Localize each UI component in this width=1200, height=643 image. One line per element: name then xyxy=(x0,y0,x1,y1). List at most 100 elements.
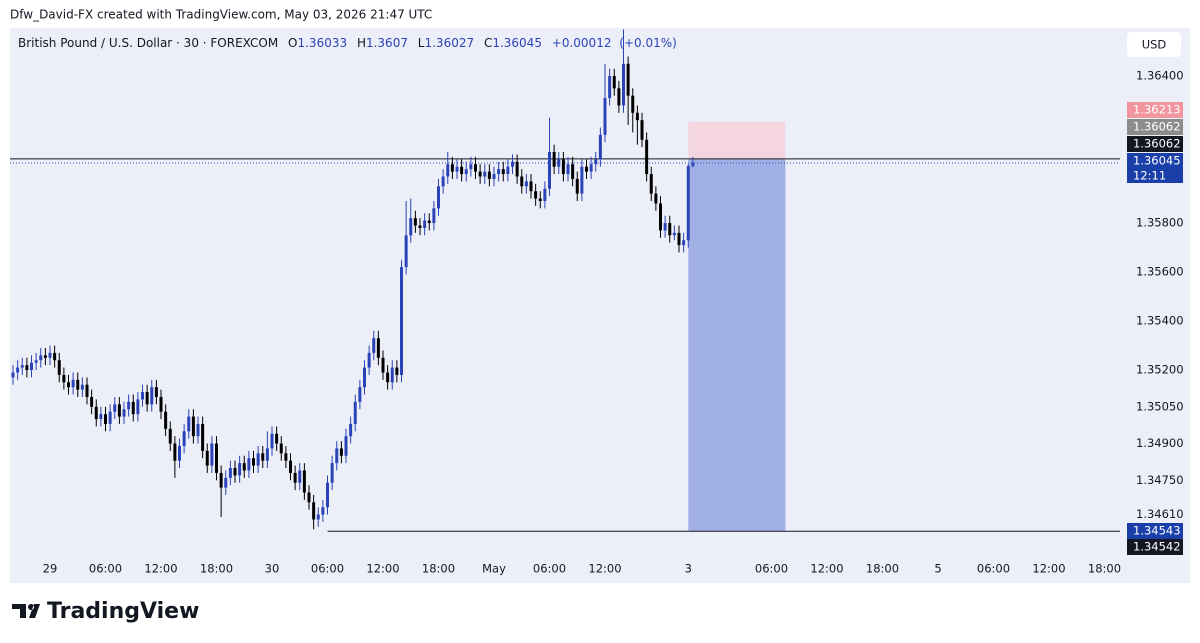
candle-body xyxy=(289,460,293,473)
candle-body xyxy=(390,367,394,383)
x-tick-label: 30 xyxy=(265,562,280,576)
candle-body xyxy=(594,159,598,165)
price-tag-label: 1.34543 xyxy=(1133,524,1181,538)
y-tick-label: 1.35050 xyxy=(1136,399,1184,413)
candle-body xyxy=(589,164,593,172)
y-tick-label: 1.35200 xyxy=(1136,363,1184,377)
candle-body xyxy=(358,387,362,402)
candle-body xyxy=(187,416,191,432)
candle-body xyxy=(238,463,242,476)
price-tag xyxy=(1127,119,1183,135)
candle-body xyxy=(501,169,505,175)
y-tick-label: 1.35800 xyxy=(1136,216,1184,230)
candle-body xyxy=(191,416,195,437)
x-tick-label: 29 xyxy=(43,562,58,576)
candle-body xyxy=(372,338,376,353)
chart-background xyxy=(10,28,1190,583)
candle-body xyxy=(335,448,339,464)
price-tag xyxy=(1127,153,1183,183)
currency-label[interactable]: USD xyxy=(1142,38,1167,52)
candle-body xyxy=(612,76,616,89)
candle-body xyxy=(57,360,61,375)
candle-body xyxy=(659,203,663,231)
candle-body xyxy=(275,433,279,444)
candle-body xyxy=(53,352,57,361)
candle-body xyxy=(145,392,149,405)
candle-body xyxy=(686,165,690,241)
candle-body xyxy=(104,414,108,424)
candle-body xyxy=(478,171,482,177)
candle-body xyxy=(261,453,265,461)
candle-body xyxy=(691,163,695,166)
candle-body xyxy=(80,384,84,390)
candle-body xyxy=(215,443,219,473)
candle-body xyxy=(455,166,459,172)
candle-body xyxy=(598,134,602,160)
candle-body xyxy=(635,112,639,121)
y-tick-label: 1.35400 xyxy=(1136,314,1184,328)
candle-body xyxy=(210,443,214,466)
candle-body xyxy=(34,360,38,363)
candle-body xyxy=(117,404,121,417)
candle-body xyxy=(441,176,445,187)
candle-body xyxy=(228,468,232,478)
candle-body xyxy=(363,367,367,388)
candle-body xyxy=(608,76,612,99)
logo-icon xyxy=(12,604,40,618)
candle-body xyxy=(663,223,667,231)
candle-body xyxy=(529,181,533,192)
candle-body xyxy=(159,396,163,412)
candle-body xyxy=(460,166,464,175)
x-tick-label: 12:00 xyxy=(144,562,177,576)
candle-body xyxy=(603,98,607,135)
candle-body xyxy=(302,470,306,493)
candle-body xyxy=(307,492,311,503)
candle-body xyxy=(626,63,630,96)
stop-zone xyxy=(688,121,786,159)
x-tick-label: 06:00 xyxy=(755,562,788,576)
x-tick-label: 3 xyxy=(685,562,692,576)
candle-body xyxy=(201,423,205,451)
candle-body xyxy=(25,365,29,371)
candle-body xyxy=(312,502,316,520)
candle-body xyxy=(293,472,297,483)
candle-body xyxy=(330,463,334,483)
candle-body xyxy=(30,362,34,371)
symbol: British Pound / U.S. Dollar · 30 · FOREX… xyxy=(18,36,278,50)
x-tick-label: 12:00 xyxy=(810,562,843,576)
y-tick-label: 1.34900 xyxy=(1136,436,1184,450)
candle-body xyxy=(256,453,260,466)
candle-body xyxy=(131,401,135,415)
candle-body xyxy=(67,382,71,388)
candle-body xyxy=(321,507,325,515)
candle-body xyxy=(437,186,441,209)
price-tag xyxy=(1127,539,1183,555)
y-tick-label: 1.34750 xyxy=(1136,473,1184,487)
ohlc-label: C xyxy=(484,36,492,50)
candle-body xyxy=(640,120,644,140)
candle-body xyxy=(353,401,357,424)
target-zone xyxy=(688,158,786,531)
candle-body xyxy=(571,164,575,179)
candle-body xyxy=(622,63,626,106)
y-tick-label: 1.34610 xyxy=(1136,507,1184,521)
candle-body xyxy=(492,174,496,179)
x-tick-label: 18:00 xyxy=(1088,562,1121,576)
x-tick-label: 06:00 xyxy=(89,562,122,576)
candle-body xyxy=(617,88,621,106)
candle-body xyxy=(668,223,672,236)
candle-body xyxy=(413,218,417,226)
candle-body xyxy=(94,406,98,420)
candle-body xyxy=(247,458,251,471)
price-tag-label: 1.36213 xyxy=(1133,103,1181,117)
ohlc-value: 1.36027 xyxy=(424,36,474,50)
currency-button[interactable] xyxy=(1127,32,1181,57)
candle-body xyxy=(298,470,302,483)
x-tick-label: 18:00 xyxy=(866,562,899,576)
candle-body xyxy=(196,423,200,437)
x-tick-label: 12:00 xyxy=(366,562,399,576)
candle-body xyxy=(654,193,658,204)
candle-body xyxy=(62,374,66,383)
candle-body xyxy=(395,367,399,375)
